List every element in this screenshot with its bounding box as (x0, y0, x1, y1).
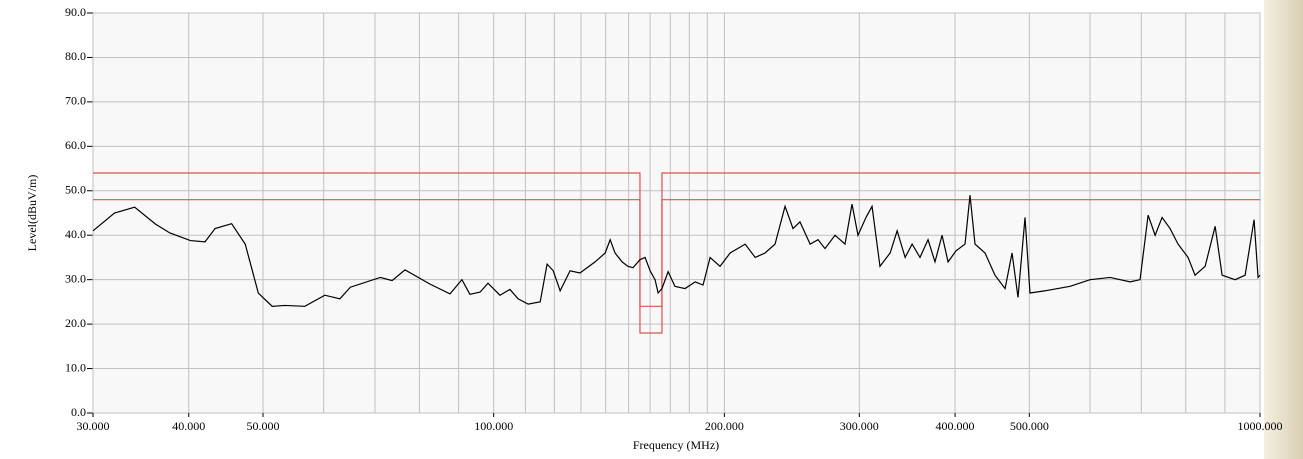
y-tick-label: 60.0 (65, 138, 86, 152)
x-tick-label: 1000.000 (1238, 419, 1283, 433)
window-edge (1264, 0, 1303, 459)
series-line (93, 199, 1260, 307)
y-tick-label: 0.0 (71, 405, 86, 419)
y-axis-label: Level(dBuV/m) (25, 175, 39, 252)
series-line (92, 195, 1261, 307)
series-line (93, 172, 1260, 334)
x-tick-label: 300.000 (840, 419, 879, 433)
y-tick-label: 70.0 (65, 94, 86, 108)
plot-area (92, 12, 1261, 414)
x-tick-label: 30.000 (77, 419, 110, 433)
y-tick-label: 20.0 (65, 316, 86, 330)
x-axis-label: Frequency (MHz) (633, 438, 719, 452)
x-tick-label: 500.000 (1010, 419, 1049, 433)
y-tick-label: 80.0 (65, 49, 86, 63)
x-tick-label: 200.000 (705, 419, 744, 433)
x-tick-label: 40.000 (172, 419, 205, 433)
y-tick-label: 30.0 (65, 271, 86, 285)
y-tick-label: 40.0 (65, 227, 86, 241)
y-tick-label: 50.0 (65, 183, 86, 197)
x-tick-label: 100.000 (474, 419, 513, 433)
x-tick-label: 50.000 (247, 419, 280, 433)
x-tick-label: 400.000 (936, 419, 975, 433)
y-tick-label: 90.0 (65, 5, 86, 19)
y-tick-label: 10.0 (65, 360, 86, 374)
